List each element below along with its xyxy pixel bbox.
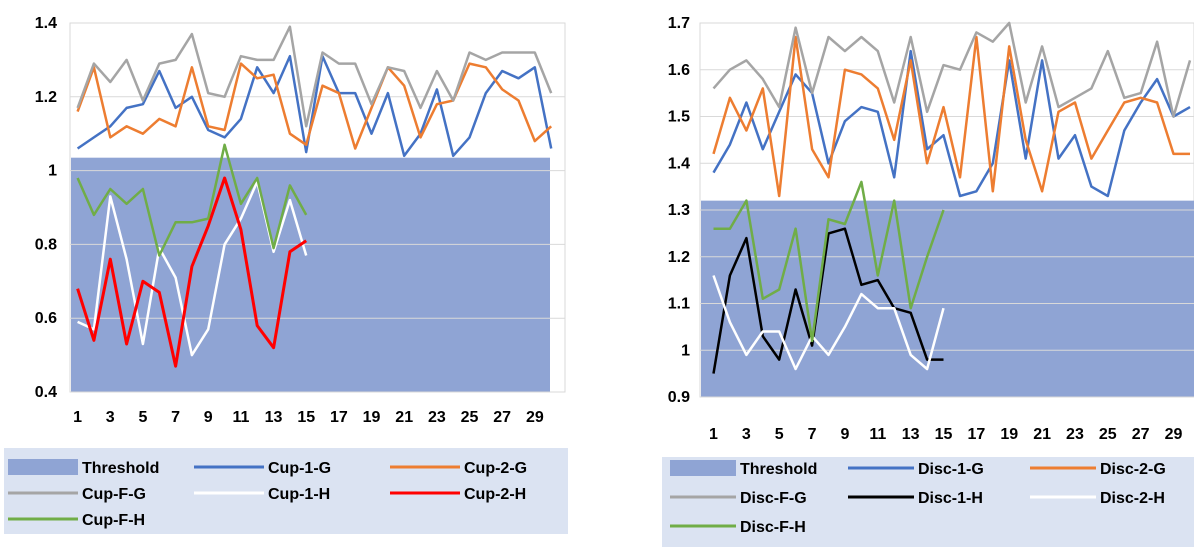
disc-series-line-disc-f-g [712,21,1192,118]
disc-legend-box [662,457,1194,547]
disc-legend-label: Disc-2-H [1100,490,1165,507]
disc-y-tick-label: 0.9 [668,389,690,406]
cup-series-line-cup-f-h [76,143,308,257]
cup-x-tick-label: 13 [265,409,283,426]
cup-y-tick-label: 1 [48,163,57,180]
disc-x-tick-label: 27 [1132,426,1150,443]
disc-series-line-disc-2-g [712,35,1190,198]
disc-legend-swatch-threshold [670,460,736,476]
disc-y-tick-label: 1.3 [668,202,690,219]
disc-x-tick-label: 15 [935,426,953,443]
cup-y-tick-label: 0.8 [35,236,57,253]
cup-series-line-cup-f-g [76,25,553,128]
disc-x-tick-label: 29 [1165,426,1183,443]
cup-y-tick-label: 1.2 [35,89,57,106]
cup-x-tick-label: 9 [204,409,213,426]
disc-y-tick-label: 1 [681,342,690,359]
disc-series-line-disc-1-g [712,49,1191,198]
cup-legend-box [4,448,568,534]
cup-x-tick-label: 15 [297,409,315,426]
cup-threshold-band [71,157,550,392]
cup-legend-label: Cup-2-G [464,460,527,477]
cup-series-line-cup-2-h [76,176,308,368]
disc-legend-label: Disc-F-G [740,490,807,507]
disc-legend-label: Disc-1-H [918,490,983,507]
disc-y-tick-label: 1.4 [668,155,690,172]
cup-legend-label: Threshold [82,460,159,477]
cup-y-tick-label: 0.6 [35,310,57,327]
disc-x-tick-label: 17 [967,426,985,443]
disc-x-tick-label: 21 [1033,426,1051,443]
disc-x-tick-label: 9 [840,426,849,443]
cup-legend-label: Cup-1-G [268,460,331,477]
disc-y-tick-label: 1.5 [668,109,690,126]
disc-x-tick-label: 11 [869,426,886,443]
cup-legend-label: Cup-2-H [464,486,526,503]
cup-x-tick-label: 29 [526,409,544,426]
cup-x-tick-label: 17 [330,409,348,426]
disc-y-tick-label: 1.6 [668,62,690,79]
cup-legend-label: Cup-F-G [82,486,146,503]
disc-x-tick-label: 23 [1066,426,1084,443]
disc-series-line-disc-f-h [713,180,945,343]
disc-x-tick-label: 13 [902,426,920,443]
disc-legend-label: Disc-2-G [1100,461,1166,478]
cup-x-tick-label: 19 [363,409,381,426]
cup-x-tick-label: 1 [73,409,82,426]
disc-y-tick-label: 1.2 [668,249,690,266]
disc-chart: 0.911.11.21.31.41.51.61.71 3 5 7 9 11 13 15 17 19… [662,15,1194,547]
disc-legend-label: Disc-F-H [740,519,806,536]
disc-legend-label: Threshold [740,461,817,478]
cup-series-line-cup-2-g [76,62,553,150]
disc-x-tick-label: 25 [1099,426,1117,443]
disc-x-tick-label: 3 [742,426,751,443]
disc-x-tick-label: 5 [775,426,784,443]
cup-x-tick-label: 11 [232,409,249,426]
disc-series-line-disc-2-h [712,275,945,371]
cup-y-tick-label: 1.4 [35,15,57,32]
cup-x-tick-label: 23 [428,409,446,426]
disc-x-tick-label: 19 [1000,426,1018,443]
disc-series-line-disc-1-h [712,227,944,374]
cup-x-tick-label: 7 [171,409,180,426]
cup-legend-swatch-threshold [8,459,78,475]
disc-legend-label: Disc-1-G [918,461,984,478]
cup-x-tick-label: 3 [106,409,115,426]
cup-x-tick-label: 27 [493,409,511,426]
cup-legend-label: Cup-F-H [82,512,145,529]
cup-legend-label: Cup-1-H [268,486,330,503]
cup-series-line-cup-1-g [76,54,553,158]
cup-x-tick-label: 25 [461,409,479,426]
disc-x-tick-label: 1 [709,426,718,443]
disc-x-tick-label: 7 [808,426,817,443]
cup-chart: 0.40.60.811.21.41 3 5 7 9 11 13 15 17 19 21 23 25 27 2… [4,15,568,534]
disc-threshold-band [701,200,1194,397]
cup-x-tick-label: 5 [138,409,147,426]
cup-x-tick-label: 21 [395,409,413,426]
cup-y-tick-label: 0.4 [35,384,57,401]
disc-y-tick-label: 1.1 [668,296,690,313]
disc-y-tick-label: 1.7 [668,15,690,32]
